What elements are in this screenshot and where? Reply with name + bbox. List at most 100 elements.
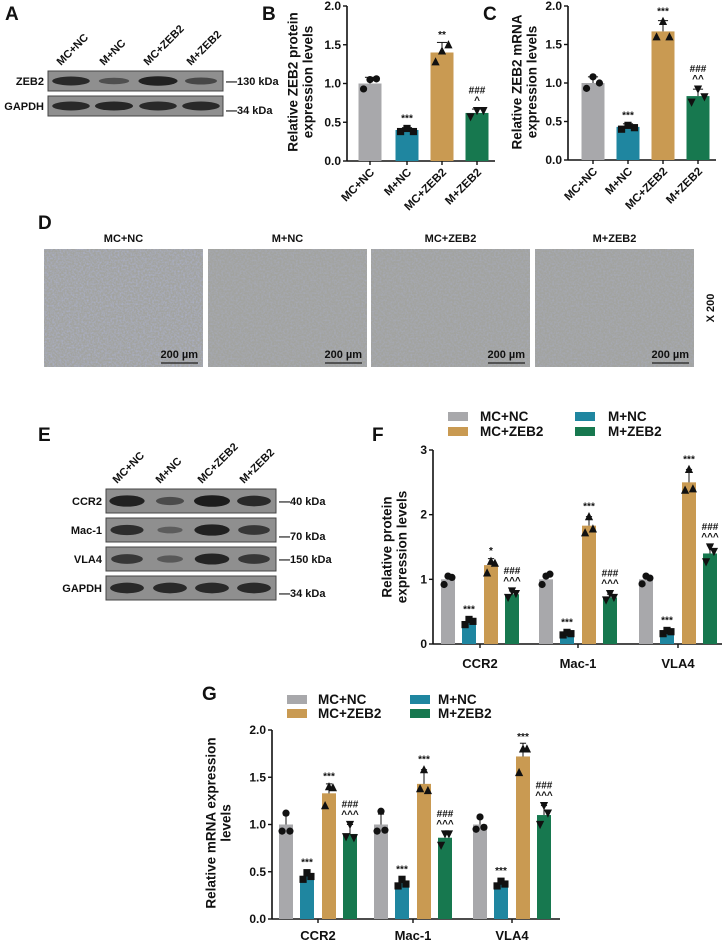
data-point-square (469, 617, 477, 625)
data-point-triangle-up (684, 464, 694, 473)
x-tick-label: Mac-1 (395, 928, 432, 943)
bar (395, 883, 409, 919)
micrograph-title: M+NC (272, 233, 304, 245)
bar-group-m-zeb2: ###^ (465, 86, 489, 161)
protein-band (194, 553, 230, 565)
lane-label: M+NC (98, 37, 129, 68)
bar (438, 837, 452, 919)
legend-item: MC+NC (448, 409, 529, 424)
y-tick-label: 1.5 (249, 770, 266, 784)
data-point-circle (646, 574, 654, 582)
data-point-square (307, 872, 315, 881)
data-point-circle (366, 76, 374, 84)
significance-label: ^^^ (503, 576, 521, 587)
protein-band (194, 495, 230, 507)
legend-item: MC+ZEB2 (287, 706, 381, 721)
significance-label: ### (690, 64, 707, 75)
bar (560, 633, 574, 644)
molecular-weight-marker: —70 kDa (279, 531, 326, 543)
blot-row-gapdh: GAPDH —34 kDa (4, 95, 273, 117)
bar (465, 112, 489, 161)
bar (395, 130, 419, 161)
data-point-triangle-up (490, 558, 500, 567)
data-point-circle (359, 85, 368, 93)
cell-texture (535, 249, 694, 367)
blot-row-label: GAPDH (4, 101, 44, 113)
data-point-square (624, 121, 632, 129)
micrograph-mc-nc: MC+NC 200 µm (44, 233, 203, 367)
panel-label-a: A (5, 4, 19, 25)
y-axis-label: expression levels (301, 26, 316, 139)
bar (686, 96, 710, 160)
protein-band (185, 77, 217, 85)
y-tick-label: 2.0 (324, 0, 341, 13)
protein-band (110, 524, 144, 536)
data-point-triangle-down (503, 593, 513, 603)
bar (322, 793, 336, 919)
scale-bar-label: 200 µm (324, 349, 362, 361)
y-axis-label: Relative protein (380, 496, 395, 597)
bar (616, 126, 640, 160)
data-point-triangle-down (341, 833, 351, 842)
molecular-weight-marker: —34 kDa (279, 588, 326, 600)
panel-label-g: G (202, 684, 217, 705)
protein-band (155, 496, 185, 506)
bar (651, 31, 675, 160)
protein-band (238, 554, 270, 564)
y-tick-label: 0.5 (324, 115, 341, 129)
bar-m-nc-vla4: *** (493, 866, 509, 919)
bar (539, 579, 553, 644)
legend-item: MC+NC (287, 692, 367, 707)
legend-label: M+NC (438, 692, 477, 707)
data-point-circle (638, 580, 646, 588)
data-point-triangle-up (514, 767, 524, 777)
bar-mc-zeb2-vla4: *** (680, 454, 698, 644)
panel-label-c: C (483, 4, 497, 25)
significance-label: *** (323, 772, 335, 783)
protein-band (238, 525, 270, 535)
significance-label: ^^^ (601, 579, 619, 590)
bar-mc-nc-mac-1 (373, 807, 389, 919)
bar-mc-zeb2-mac-1: *** (415, 755, 433, 919)
significance-label: *** (622, 110, 634, 121)
y-tick-label: 0 (420, 637, 427, 651)
legend-label: MC+NC (480, 409, 529, 424)
data-point-triangle-down (700, 93, 709, 102)
x-tick-label: CCR2 (300, 928, 335, 943)
cell-texture (208, 249, 367, 367)
data-point-triangle-down (349, 834, 359, 843)
blot-row-zeb2: ZEB2 —130 kDa (16, 70, 279, 92)
significance-label: *** (657, 6, 669, 17)
protein-band (94, 101, 134, 111)
data-point-circle (448, 573, 456, 581)
x-tick-label: MC+NC (562, 166, 600, 204)
data-point-triangle-down (436, 841, 446, 850)
y-tick-label: 1.0 (249, 818, 266, 832)
data-point-square (465, 615, 473, 624)
blot-row-label: CCR2 (72, 496, 102, 508)
bar (430, 52, 454, 161)
molecular-weight-marker: —130 kDa (226, 76, 279, 88)
lane-label: MC+NC (111, 450, 147, 486)
significance-label: *** (418, 755, 430, 766)
molecular-weight-marker: —34 kDa (226, 105, 273, 117)
data-point-triangle-down (543, 809, 553, 818)
data-point-triangle-down (535, 820, 545, 830)
legend-label: M+NC (608, 409, 647, 424)
data-point-triangle-up (652, 32, 661, 41)
x-tick-label: MC+NC (339, 167, 377, 205)
bar (516, 756, 530, 919)
bar-m-zeb2-ccr2: ###^^^ (341, 800, 359, 919)
data-point-circle (595, 79, 604, 87)
data-point-triangle-up (584, 512, 594, 521)
data-point-triangle-up (423, 785, 433, 795)
bar (343, 833, 357, 919)
lane-label: M+ZEB2 (185, 29, 224, 68)
data-point-triangle-up (320, 801, 330, 810)
micrograph-title: MC+ZEB2 (425, 233, 477, 245)
protein-band (111, 554, 143, 564)
bar (581, 83, 605, 160)
legend-swatch (448, 427, 468, 436)
data-point-circle (538, 580, 546, 589)
